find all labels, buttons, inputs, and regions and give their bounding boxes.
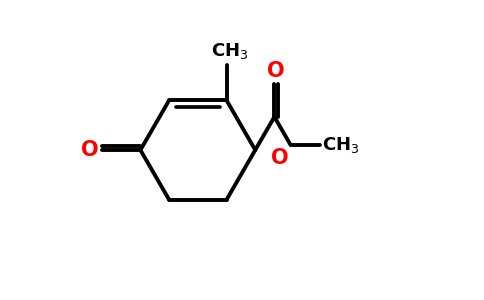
Text: O: O — [81, 140, 99, 160]
Text: CH$_3$: CH$_3$ — [211, 40, 248, 61]
Text: CH$_3$: CH$_3$ — [322, 135, 360, 155]
Text: O: O — [267, 61, 285, 81]
Text: O: O — [272, 148, 289, 168]
